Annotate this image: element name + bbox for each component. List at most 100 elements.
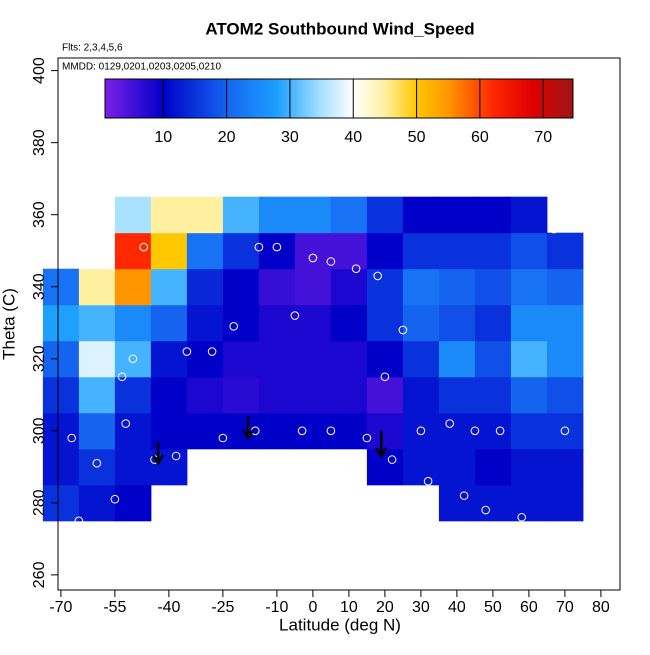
annotation: MMDD: 0129,0201,0203,0205,0210 <box>62 62 221 73</box>
heat-cell <box>474 484 512 522</box>
heat-cell <box>42 484 80 522</box>
heat-cell <box>510 196 548 234</box>
heat-cell <box>510 340 548 378</box>
observation-point <box>92 458 102 468</box>
heat-cell <box>114 376 152 414</box>
heat-cell <box>438 484 476 522</box>
heat-cell <box>510 412 548 450</box>
x-tick-label: -40 <box>157 599 180 616</box>
heat-cell <box>150 196 188 234</box>
x-tick-label: 80 <box>592 599 610 616</box>
colorbar-tick-label: 50 <box>408 129 426 146</box>
x-tick-label: 60 <box>520 599 538 616</box>
heat-cell <box>330 340 368 378</box>
heat-cell <box>474 232 512 270</box>
heat-cell <box>114 340 152 378</box>
heat-cell <box>42 340 80 378</box>
heat-cell <box>42 268 80 306</box>
heat-cell <box>258 196 296 234</box>
heat-cell <box>402 196 440 234</box>
heat-cell <box>366 376 404 414</box>
heat-cell <box>186 268 224 306</box>
observation-point <box>560 426 570 436</box>
heat-cell <box>474 268 512 306</box>
heat-cell <box>258 376 296 414</box>
heat-cell <box>294 196 332 234</box>
heat-cell <box>546 484 584 522</box>
heat-cell <box>222 340 260 378</box>
heat-cell <box>78 232 116 270</box>
observation-point <box>229 322 238 331</box>
chart-title: ATOM2 Southbound Wind_Speed <box>205 19 474 38</box>
heat-cell <box>546 268 584 306</box>
heat-cell <box>438 196 476 234</box>
observation-point <box>481 505 491 515</box>
observation-point <box>139 242 148 252</box>
observation-point <box>308 253 318 263</box>
observation-point <box>398 325 408 335</box>
heat-cell <box>330 304 368 342</box>
heat-cell <box>186 304 224 342</box>
heat-cell <box>294 304 332 342</box>
heat-cell <box>258 412 296 450</box>
y-tick-label: 380 <box>31 129 48 156</box>
observation-point <box>380 372 390 382</box>
observation-point <box>207 347 217 356</box>
observation-point <box>326 257 336 266</box>
x-tick-label: 70 <box>556 599 574 616</box>
observation-point <box>517 512 527 522</box>
heat-cell <box>474 304 512 342</box>
heat-cell <box>366 196 404 234</box>
heat-cell <box>402 340 440 378</box>
y-tick-label: 300 <box>31 417 48 444</box>
x-tick-label: 50 <box>484 599 502 616</box>
heat-cell <box>114 196 152 234</box>
heat-cell <box>438 376 476 414</box>
arrow-head <box>375 447 388 459</box>
observation-point <box>445 419 455 428</box>
heat-cell <box>402 232 440 270</box>
heat-cell <box>546 412 584 450</box>
heat-cell <box>186 232 224 270</box>
heat-cell <box>510 304 548 342</box>
observation-point <box>387 455 397 464</box>
heat-cell <box>258 304 296 342</box>
heat-cell <box>78 412 116 450</box>
heat-cell <box>114 412 152 450</box>
heat-cell <box>330 412 368 450</box>
heat-cell <box>546 448 584 486</box>
x-tick-label: -55 <box>103 599 126 616</box>
observation-point <box>117 372 127 382</box>
heat-cell <box>186 412 224 450</box>
observation-point <box>182 347 192 356</box>
y-tick-label: 360 <box>31 201 48 228</box>
x-tick-label: 0 <box>308 599 317 616</box>
colorbar-tick-label: 30 <box>281 129 299 146</box>
colorbar-tick-label: 20 <box>218 129 236 146</box>
heat-cell <box>222 304 260 342</box>
observation-point <box>171 451 181 461</box>
heat-cell <box>474 340 512 378</box>
heat-cell <box>150 268 188 306</box>
arrow-head <box>152 454 165 466</box>
heat-cell <box>222 196 260 234</box>
heat-cell <box>114 232 152 270</box>
heat-cell <box>366 304 404 342</box>
heat-cell <box>438 340 476 378</box>
y-tick-label: 400 <box>31 57 48 84</box>
heat-cell <box>438 232 476 270</box>
heat-cell <box>78 304 116 342</box>
heat-cell <box>474 448 512 486</box>
x-tick-label: 10 <box>340 599 358 616</box>
heat-cell <box>546 232 584 270</box>
plot-frame <box>57 57 621 591</box>
y-axis-label: Theta (C) <box>0 288 18 360</box>
heat-cell <box>546 376 584 414</box>
heat-cell <box>294 268 332 306</box>
heat-cell <box>150 448 188 486</box>
heat-cell <box>150 376 188 414</box>
heat-cell <box>42 304 80 342</box>
heat-cell <box>510 268 548 306</box>
heat-cell <box>114 268 152 306</box>
